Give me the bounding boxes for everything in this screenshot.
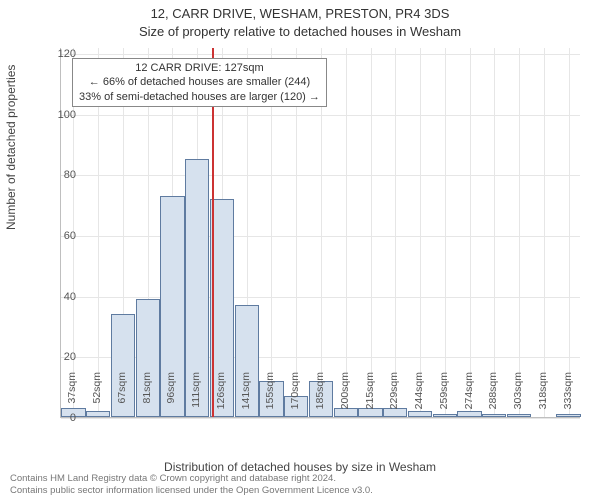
chart-title-line2: Size of property relative to detached ho… <box>0 24 600 39</box>
y-tick-label: 80 <box>46 169 76 181</box>
x-tick-label: 229sqm <box>388 372 400 409</box>
x-tick-label: 288sqm <box>487 372 499 409</box>
y-tick-label: 60 <box>46 230 76 242</box>
x-tick-label: 259sqm <box>438 372 450 409</box>
histogram-bar <box>457 411 481 417</box>
marker-annotation: 12 CARR DRIVE: 127sqm ← 66% of detached … <box>72 58 327 107</box>
gridline-v <box>569 48 570 417</box>
x-tick-label: 185sqm <box>314 372 326 409</box>
gridline-v <box>470 48 471 417</box>
y-tick-label: 100 <box>46 109 76 121</box>
y-tick-label: 20 <box>46 351 76 363</box>
gridline-v <box>519 48 520 417</box>
chart-title-line1: 12, CARR DRIVE, WESHAM, PRESTON, PR4 3DS <box>0 6 600 21</box>
x-tick-label: 303sqm <box>512 372 524 409</box>
gridline-v <box>395 48 396 417</box>
x-tick-label: 244sqm <box>413 372 425 409</box>
gridline-v <box>544 48 545 417</box>
x-tick-label: 37sqm <box>66 372 78 404</box>
gridline-v <box>494 48 495 417</box>
x-tick-label: 200sqm <box>339 372 351 409</box>
gridline-v <box>371 48 372 417</box>
x-tick-label: 333sqm <box>562 372 574 409</box>
x-tick-label: 111sqm <box>190 372 202 408</box>
y-tick-label: 0 <box>46 412 76 424</box>
x-tick-label: 170sqm <box>289 372 301 409</box>
x-tick-label: 52sqm <box>91 372 103 404</box>
gridline-h <box>61 418 580 419</box>
x-tick-label: 274sqm <box>463 372 475 409</box>
footer-line1: Contains HM Land Registry data © Crown c… <box>10 473 373 484</box>
y-axis-title: Number of detached properties <box>4 65 18 230</box>
x-tick-label: 81sqm <box>141 372 153 404</box>
x-axis-title: Distribution of detached houses by size … <box>0 460 600 474</box>
x-tick-label: 318sqm <box>537 372 549 409</box>
histogram-bar <box>507 414 531 417</box>
chart-container: 12, CARR DRIVE, WESHAM, PRESTON, PR4 3DS… <box>0 0 600 500</box>
gridline-v <box>346 48 347 417</box>
x-tick-label: 141sqm <box>240 372 252 409</box>
histogram-bar <box>556 414 580 417</box>
x-tick-label: 96sqm <box>165 372 177 404</box>
histogram-bar <box>408 411 432 417</box>
x-tick-label: 155sqm <box>264 372 276 409</box>
gridline-v <box>445 48 446 417</box>
footer-attribution: Contains HM Land Registry data © Crown c… <box>10 473 373 496</box>
x-tick-label: 126sqm <box>215 372 227 409</box>
gridline-v <box>420 48 421 417</box>
histogram-bar <box>86 411 110 417</box>
histogram-bar <box>482 414 506 417</box>
annotation-line3: 33% of semi-detached houses are larger (… <box>79 90 320 104</box>
y-tick-label: 40 <box>46 291 76 303</box>
histogram-bar <box>433 414 457 417</box>
annotation-line2: ← 66% of detached houses are smaller (24… <box>79 75 320 89</box>
x-tick-label: 215sqm <box>364 372 376 409</box>
x-tick-label: 67sqm <box>116 372 128 404</box>
footer-line2: Contains public sector information licen… <box>10 485 373 496</box>
annotation-line1: 12 CARR DRIVE: 127sqm <box>79 61 320 75</box>
